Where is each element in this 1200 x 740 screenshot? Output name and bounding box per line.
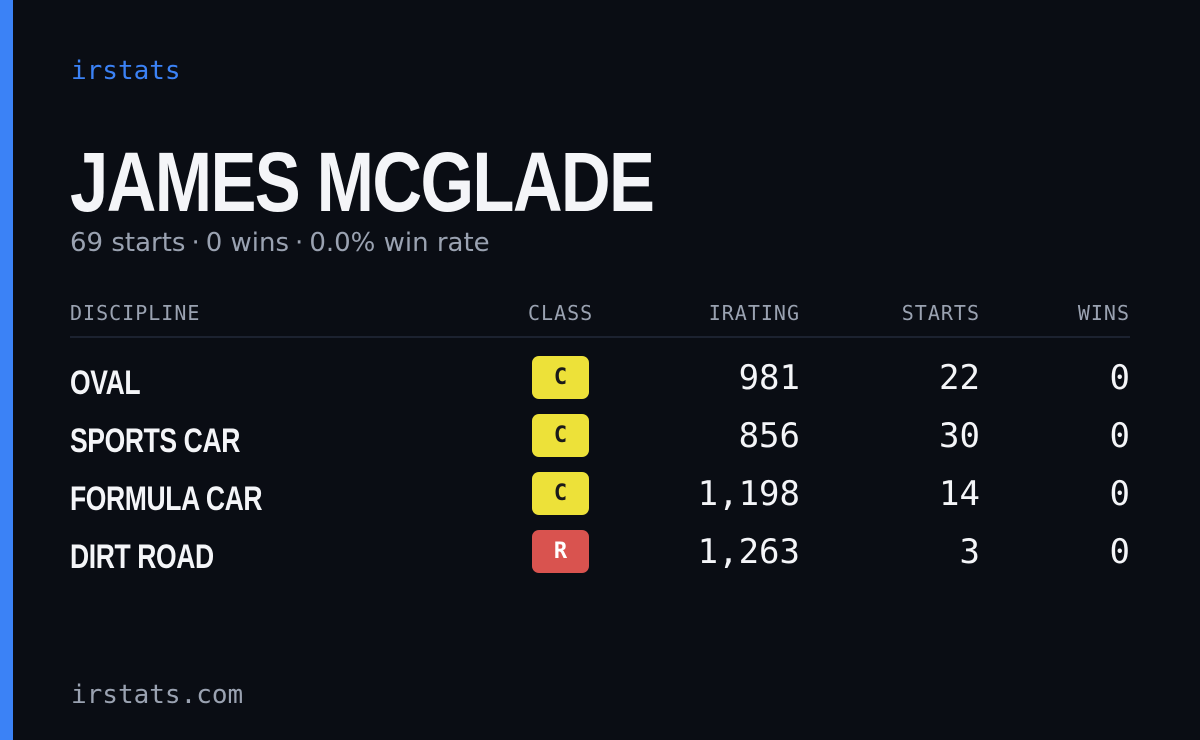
irating-value: 1,263	[697, 532, 800, 572]
table-body: OVAL C 981 22 0 SPORTS CAR C 856 30 0 FO…	[70, 354, 1130, 586]
license-class-badge: R	[532, 530, 589, 573]
license-class-badge: C	[532, 356, 589, 399]
discipline-name: SPORTS CAR	[70, 422, 240, 460]
starts-value: 14	[939, 474, 980, 514]
wins-value: 0	[1109, 474, 1130, 514]
accent-bar	[0, 0, 13, 740]
discipline-table: DISCIPLINE CLASS IRATING STARTS WINS OVA…	[70, 298, 1130, 586]
header-irating: IRATING	[708, 301, 800, 325]
starts-summary: 69 starts	[70, 228, 186, 258]
header-starts: STARTS	[901, 301, 980, 325]
player-summary: 69 starts · 0 wins · 0.0% win rate	[70, 228, 490, 258]
irating-value: 1,198	[697, 474, 800, 514]
discipline-name: FORMULA CAR	[70, 480, 263, 518]
starts-value: 3	[959, 532, 980, 572]
header-class: CLASS	[528, 301, 594, 325]
header-discipline: DISCIPLINE	[70, 301, 201, 325]
wins-summary: 0 wins	[205, 228, 290, 258]
header-wins: WINS	[1077, 301, 1130, 325]
separator: ·	[295, 228, 304, 258]
wins-value: 0	[1109, 532, 1130, 572]
discipline-name: DIRT ROAD	[70, 538, 214, 576]
irating-value: 981	[738, 358, 800, 398]
table-row: SPORTS CAR C 856 30 0	[70, 412, 1130, 470]
win-rate-summary: 0.0% win rate	[309, 228, 490, 258]
starts-value: 22	[939, 358, 980, 398]
table-row: DIRT ROAD R 1,263 3 0	[70, 528, 1130, 586]
wins-value: 0	[1109, 416, 1130, 456]
starts-value: 30	[939, 416, 980, 456]
brand-logo-text: irstats	[71, 56, 181, 86]
separator: ·	[191, 228, 200, 258]
table-row: FORMULA CAR C 1,198 14 0	[70, 470, 1130, 528]
player-name: JAMES MCGLADE	[70, 135, 655, 229]
license-class-badge: C	[532, 472, 589, 515]
discipline-name: OVAL	[70, 364, 141, 402]
table-header: DISCIPLINE CLASS IRATING STARTS WINS	[70, 298, 1130, 338]
wins-value: 0	[1109, 358, 1130, 398]
footer-url: irstats.com	[71, 680, 244, 710]
license-class-badge: C	[532, 414, 589, 457]
table-row: OVAL C 981 22 0	[70, 354, 1130, 412]
irating-value: 856	[738, 416, 800, 456]
